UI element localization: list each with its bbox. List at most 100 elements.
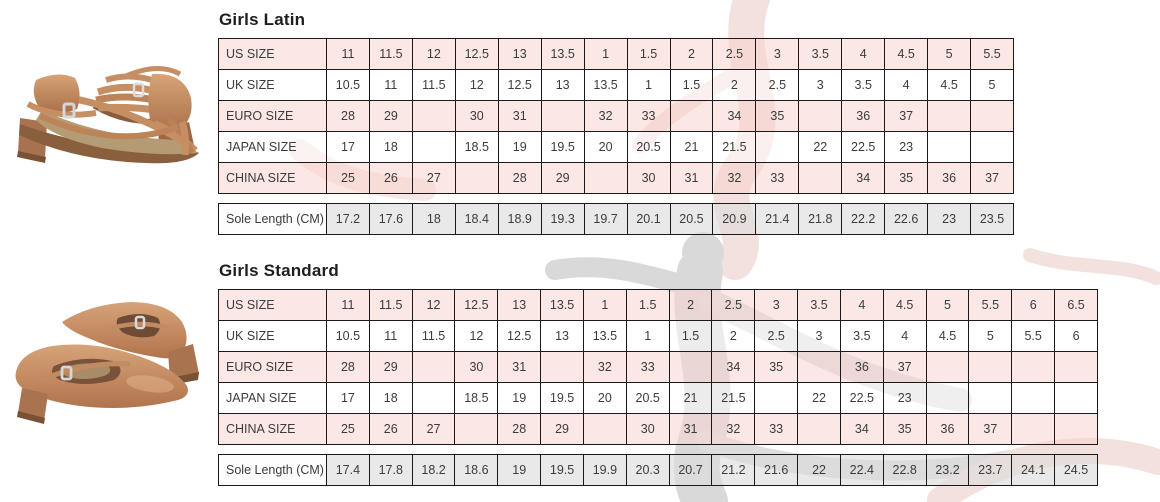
- size-value-cell: [454, 413, 499, 445]
- size-value-cell: 3: [755, 38, 800, 70]
- size-value-cell: 24.1: [1011, 454, 1056, 486]
- size-row: EURO SIZE 28 29 30 31 32 33 34 35 36 37: [218, 100, 1014, 132]
- size-value-cell: 20.9: [712, 203, 757, 235]
- size-value-cell: 2: [669, 38, 714, 70]
- size-value-cell: 22.5: [841, 131, 886, 163]
- size-value-cell: [540, 100, 585, 132]
- size-value-cell: [925, 351, 970, 383]
- size-value-cell: 28: [497, 413, 542, 445]
- girls-latin-section: Girls Latin US SIZE 11 11.5 12 12.5 13 13.5 1 1.…: [218, 10, 1014, 235]
- size-value-cell: 23.7: [968, 454, 1013, 486]
- size-value-cell: 11: [326, 38, 370, 70]
- row-label-cell: US SIZE: [218, 38, 327, 70]
- size-value-cell: 11.5: [411, 320, 456, 352]
- size-value-cell: 22: [797, 382, 841, 414]
- size-value-cell: 21.2: [711, 454, 756, 486]
- size-value-cell: 29: [540, 162, 585, 194]
- size-value-cell: 32: [582, 351, 627, 383]
- size-value-cell: 19: [497, 382, 542, 414]
- size-value-cell: 5: [968, 320, 1013, 352]
- size-value-cell: [1054, 351, 1098, 383]
- size-value-cell: 19.7: [583, 203, 628, 235]
- size-value-cell: 12: [411, 38, 456, 70]
- latin-sandal-front: [17, 74, 199, 164]
- size-value-cell: 1: [583, 38, 628, 70]
- size-value-cell: 26: [368, 162, 413, 194]
- girls-standard-section: Girls Standard US SIZE 11 11.5 12 12.5 13 13.5…: [218, 261, 1098, 486]
- size-value-cell: 1.5: [626, 38, 671, 70]
- size-value-cell: 22: [798, 131, 843, 163]
- size-value-cell: 20.5: [625, 382, 670, 414]
- buckle-icon: [62, 102, 76, 119]
- standard-shoe-front: [15, 344, 188, 424]
- size-value-cell: [411, 100, 456, 132]
- size-value-cell: 3: [797, 320, 841, 352]
- size-value-cell: 28: [326, 351, 370, 383]
- size-value-cell: 11: [368, 69, 413, 101]
- buckle-icon: [132, 82, 145, 98]
- size-value-cell: 25: [326, 413, 370, 445]
- size-value-cell: 4: [882, 320, 927, 352]
- size-value-cell: 33: [626, 100, 671, 132]
- size-value-cell: 19: [497, 454, 542, 486]
- size-value-cell: 32: [583, 100, 628, 132]
- size-value-cell: [669, 100, 714, 132]
- size-value-cell: 11: [368, 320, 413, 352]
- size-row: UK SIZE 10.5 11 11.5 12 12.5 13 13.5 1 1.5 2 2.5 3 3.…: [218, 69, 1014, 101]
- size-value-cell: 4.5: [925, 320, 970, 352]
- size-value-cell: 18: [368, 131, 413, 163]
- size-value-cell: 10.5: [326, 69, 370, 101]
- size-value-cell: 18.5: [454, 382, 499, 414]
- size-value-cell: 10.5: [326, 320, 370, 352]
- size-value-cell: 5: [927, 38, 972, 70]
- row-label-cell: UK SIZE: [218, 69, 327, 101]
- size-value-cell: 31: [497, 351, 542, 383]
- size-value-cell: [411, 131, 456, 163]
- size-value-cell: 3: [754, 289, 799, 321]
- size-value-cell: 31: [669, 162, 714, 194]
- size-value-cell: 20.1: [626, 203, 671, 235]
- row-label-cell: JAPAN SIZE: [218, 131, 327, 163]
- size-value-cell: 20.5: [669, 203, 714, 235]
- size-value-cell: 24.5: [1054, 454, 1098, 486]
- size-value-cell: 37: [884, 100, 929, 132]
- size-value-cell: [797, 351, 841, 383]
- size-value-cell: 35: [884, 162, 929, 194]
- size-value-cell: [970, 100, 1014, 132]
- size-value-cell: 34: [711, 351, 756, 383]
- size-value-cell: 21.8: [798, 203, 843, 235]
- size-value-cell: 1.5: [668, 320, 713, 352]
- size-value-cell: 17.8: [368, 454, 413, 486]
- row-label-cell: JAPAN SIZE: [218, 382, 327, 414]
- size-value-cell: 27: [411, 162, 456, 194]
- size-value-cell: 22.4: [839, 454, 884, 486]
- size-value-cell: 18.5: [454, 131, 499, 163]
- size-value-cell: 3.5: [798, 38, 843, 70]
- size-value-cell: 2.5: [754, 320, 799, 352]
- size-value-cell: 4: [884, 69, 929, 101]
- size-value-cell: 19.5: [540, 382, 584, 414]
- size-value-cell: 6: [1054, 320, 1098, 352]
- size-value-cell: 21.5: [711, 382, 756, 414]
- size-value-cell: 33: [754, 413, 799, 445]
- size-value-cell: 22.8: [882, 454, 927, 486]
- size-value-cell: 1.5: [625, 289, 670, 321]
- size-value-cell: 23: [927, 203, 972, 235]
- row-label-cell: US SIZE: [218, 289, 327, 321]
- size-value-cell: 1: [625, 320, 670, 352]
- standard-pumps-illustration: [15, 302, 199, 424]
- size-value-cell: 23.2: [925, 454, 970, 486]
- girls-standard-sole-length-table: Sole Length (CM) 17.4 17.8 18.2 18.6 19 19.5 19…: [218, 454, 1098, 486]
- size-value-cell: 12.5: [454, 289, 499, 321]
- size-value-cell: 31: [668, 413, 713, 445]
- row-label-cell: EURO SIZE: [218, 351, 327, 383]
- size-value-cell: [797, 413, 841, 445]
- buckle-icon: [60, 365, 73, 381]
- size-value-cell: 29: [368, 100, 413, 132]
- size-value-cell: 17: [326, 131, 370, 163]
- size-value-cell: 25: [326, 162, 370, 194]
- size-value-cell: 12: [411, 289, 456, 321]
- size-value-cell: 19: [497, 131, 542, 163]
- size-value-cell: 21.5: [712, 131, 757, 163]
